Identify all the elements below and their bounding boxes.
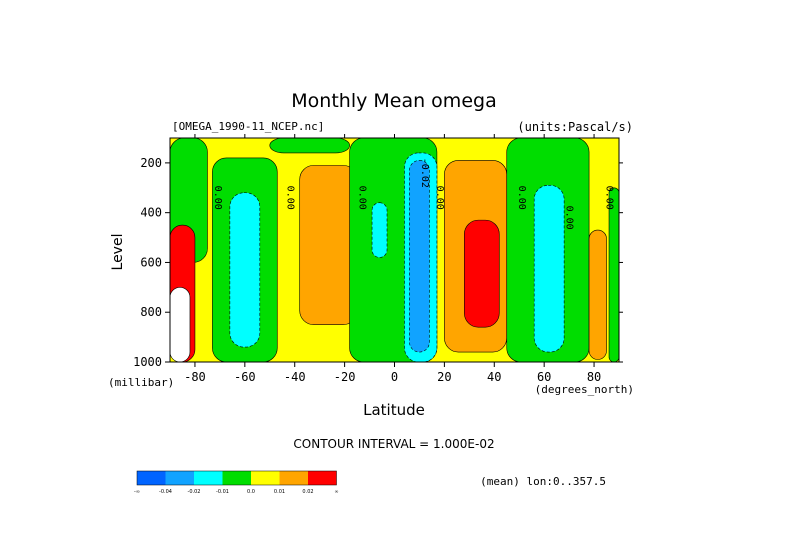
x-tick-label: -60 — [234, 370, 256, 384]
y-tick-label: 400 — [140, 206, 162, 220]
contour-label: 0.00 — [564, 206, 575, 230]
contour-label: 0.00 — [284, 186, 295, 210]
region-orange-80N — [588, 229, 607, 360]
colorbar-label: 0.02 — [302, 489, 313, 495]
x-tick-label: -80 — [184, 370, 206, 384]
colorbar-label: -∞ — [134, 489, 140, 495]
region-orange-30S — [299, 165, 358, 325]
contour-label: 0.00 — [212, 186, 223, 210]
colorbar-swatch — [194, 471, 223, 485]
colorbar-swatch — [308, 471, 337, 485]
x-tick-label: 80 — [587, 370, 601, 384]
y-tick-label: 600 — [140, 255, 162, 269]
contour-interval-note: CONTOUR INTERVAL = 1.000E-02 — [293, 437, 494, 451]
colorbar-label: 0.0 — [247, 489, 255, 495]
contour-fill-area — [170, 138, 619, 362]
x-tick-label: -20 — [334, 370, 356, 384]
contour-label: 0.00 — [434, 186, 445, 210]
x-tick-label: 40 — [487, 370, 501, 384]
x-tick-label: 60 — [537, 370, 551, 384]
colorbar-label: 0.01 — [274, 489, 285, 495]
region-cyan-5S — [371, 202, 388, 258]
x-axis-title: Latitude — [363, 401, 425, 419]
chart-title: Monthly Mean omega — [291, 90, 496, 112]
region-green-30S-top — [269, 138, 350, 154]
colorbar-label: -0.04 — [159, 489, 172, 495]
region-blue-10N — [409, 160, 430, 353]
region-red-30N-cells — [464, 219, 500, 328]
region-green-90N-edge — [608, 187, 619, 362]
contour-label: 0.00 — [604, 186, 615, 210]
region-cyan-60S — [229, 192, 261, 348]
colorbar-swatch — [165, 471, 194, 485]
contour-label: 0.00 — [516, 186, 527, 210]
colorbar-swatch — [279, 471, 308, 485]
y-tick-label: 1000 — [133, 355, 162, 369]
region-antarctic-topography — [170, 287, 191, 362]
colorbar-swatch — [251, 471, 280, 485]
contour-label: -0.02 — [419, 158, 430, 188]
colorbar-swatch — [137, 471, 166, 485]
colorbar-label: -0.01 — [216, 489, 229, 495]
x-axis-unit: (degrees_north) — [535, 383, 634, 396]
x-tick-label: -40 — [284, 370, 306, 384]
y-axis-title: Level — [110, 234, 126, 271]
contour-regions — [170, 138, 619, 362]
x-axis-ticks: -80 -60 -40 -20 0 20 40 60 80 — [184, 134, 601, 384]
file-label: [OMEGA_1990-11_NCEP.nc] — [172, 120, 324, 133]
colorbar-frame — [136, 470, 337, 486]
contour-value-labels: 0.00 0.00 0.00 -0.02 0.00 0.00 0.00 0.00 — [212, 158, 615, 230]
x-tick-label: 20 — [437, 370, 451, 384]
colorbar-label: -0.02 — [188, 489, 201, 495]
y-tick-label: 800 — [140, 305, 162, 319]
y-tick-label: 200 — [140, 156, 162, 170]
contour-label: 0.00 — [357, 186, 368, 210]
units-label: (units:Pascal/s) — [517, 120, 633, 134]
colorbar-swatch — [222, 471, 251, 485]
mean-note: (mean) lon:0..357.5 — [480, 475, 606, 488]
colorbar: -∞ -0.04 -0.02 -0.01 0.0 0.01 0.02 ∞ — [134, 470, 339, 495]
x-tick-label: 0 — [391, 370, 398, 384]
colorbar-label: ∞ — [334, 489, 338, 495]
y-axis-ticks: 200 400 600 800 1000 — [133, 156, 623, 369]
region-cyan-60N — [533, 184, 565, 353]
y-axis-unit: (millibar) — [108, 376, 174, 389]
